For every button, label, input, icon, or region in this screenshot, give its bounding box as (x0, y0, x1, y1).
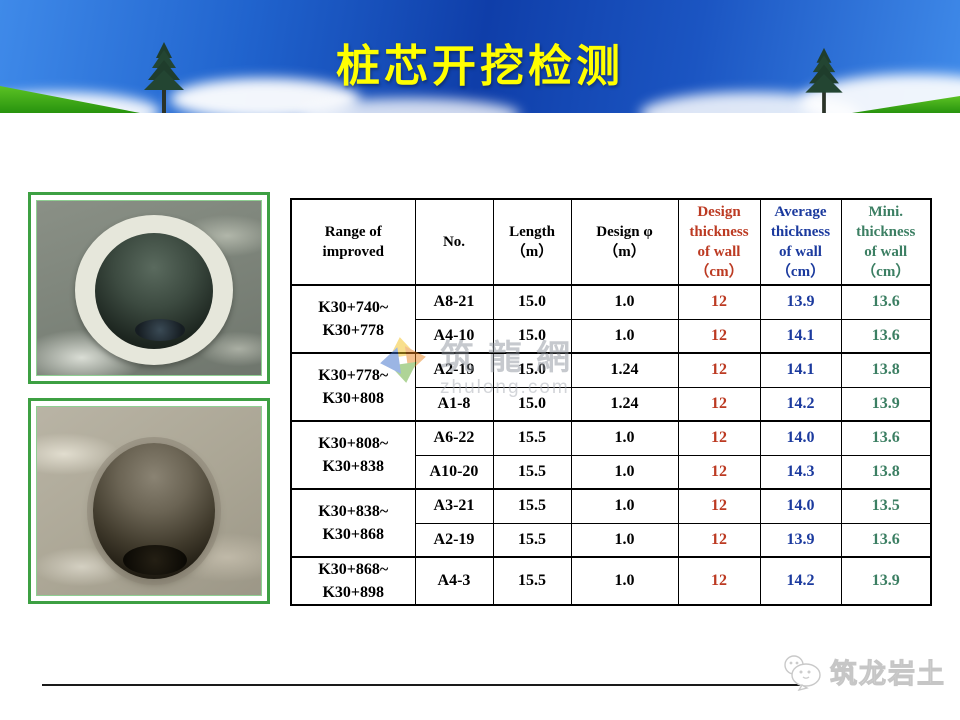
cell-range: K30+778~ K30+808 (290, 352, 416, 422)
table-row: K30+740~ K30+778 A8-21 15.0 1.0 12 13.9 13.6 (290, 284, 932, 354)
cell-design-thk: 12 (677, 386, 761, 422)
cell-design-phi: 1.24 (570, 352, 679, 388)
column-header-length: Length （m） (492, 198, 572, 286)
cell-no: A2-19 (414, 522, 494, 558)
cell-no: A10-20 (414, 454, 494, 490)
cell-avg-thk: 13.9 (759, 522, 842, 558)
table-row: K30+868~ K30+898 A4-3 15.5 1.0 12 14.2 13.9 (290, 555, 932, 606)
excavated-pile-photo-bottom (36, 406, 262, 596)
cell-design-phi: 1.0 (570, 284, 679, 320)
cell-min-thk: 13.9 (840, 386, 932, 422)
cell-design-phi: 1.0 (570, 522, 679, 558)
column-header-design-thk: Design thickness of wall （cm） (677, 198, 761, 286)
table-row: A1-8 15.0 1.24 12 14.2 13.9 (291, 386, 932, 422)
cell-avg-thk: 14.2 (759, 386, 842, 422)
cell-no: A8-21 (414, 284, 494, 320)
pile-inspection-table: Range of improved No. Length （m） Design φ （… (290, 198, 932, 607)
cell-min-thk: 13.5 (840, 488, 932, 524)
table-row: A10-20 15.5 1.0 12 14.3 13.8 (291, 454, 932, 490)
photo-frame-top (28, 192, 270, 384)
column-header-design-phi: Design φ （m） (570, 198, 679, 286)
cell-length: 15.0 (492, 386, 572, 422)
table-row: A4-10 15.0 1.0 12 14.1 13.6 (291, 318, 932, 354)
cell-no: A1-8 (414, 386, 494, 422)
cell-avg-thk: 14.1 (759, 318, 842, 354)
table-row: K30+778~ K30+808 A2-19 15.0 1.24 12 14.1 13.8 (290, 352, 932, 422)
cell-design-phi: 1.0 (570, 555, 679, 606)
cell-length: 15.5 (492, 555, 572, 606)
cell-no: A3-21 (414, 488, 494, 524)
cell-design-phi: 1.0 (570, 318, 679, 354)
cell-no: A4-3 (414, 555, 494, 606)
cell-design-thk: 12 (677, 352, 761, 388)
table-row: K30+838~ K30+868 A3-21 15.5 1.0 12 14.0 13.5 (290, 488, 932, 558)
cell-design-phi: 1.0 (570, 488, 679, 524)
cell-design-thk: 12 (677, 454, 761, 490)
cell-avg-thk: 13.9 (759, 284, 842, 320)
photo-frame-bottom (28, 398, 270, 604)
cell-length: 15.0 (492, 352, 572, 388)
cell-min-thk: 13.6 (840, 318, 932, 354)
cell-design-thk: 12 (677, 420, 761, 456)
column-header-avg-thk: Average thickness of wall （cm） (759, 198, 842, 286)
cell-min-thk: 13.6 (840, 284, 932, 320)
cell-range: K30+740~ K30+778 (290, 284, 416, 354)
cell-design-phi: 1.0 (570, 454, 679, 490)
cell-min-thk: 13.8 (840, 352, 932, 388)
cell-avg-thk: 14.0 (759, 488, 842, 524)
pile-hole-bottom (135, 319, 185, 341)
table-header: Range of improved No. Length （m） Design φ （… (290, 198, 932, 286)
cell-avg-thk: 14.2 (759, 555, 842, 606)
table-row: K30+808~ K30+838 A6-22 15.5 1.0 12 14.0 13.6 (290, 420, 932, 490)
cell-design-phi: 1.0 (570, 420, 679, 456)
footer-brand-logo: 筑龙岩土 (780, 652, 946, 691)
cell-design-thk: 12 (677, 522, 761, 558)
cell-design-thk: 12 (677, 318, 761, 354)
cell-min-thk: 13.6 (840, 420, 932, 456)
panda-mascot-icon (784, 654, 821, 691)
cell-no: A2-19 (414, 352, 494, 388)
cell-length: 15.5 (492, 488, 572, 524)
cloud-decoration (300, 98, 520, 113)
cell-design-thk: 12 (677, 555, 761, 606)
pine-tree-icon (805, 47, 843, 113)
header-banner: 桩芯开挖检测 (0, 0, 960, 113)
cell-avg-thk: 14.1 (759, 352, 842, 388)
cell-no: A4-10 (414, 318, 494, 354)
cell-avg-thk: 14.0 (759, 420, 842, 456)
footer-divider-line (42, 684, 800, 686)
cell-range: K30+808~ K30+838 (290, 420, 416, 490)
cell-min-thk: 13.6 (840, 522, 932, 558)
cell-avg-thk: 14.3 (759, 454, 842, 490)
pine-tree-icon (144, 42, 184, 113)
page-title: 桩芯开挖检测 (336, 42, 624, 91)
cell-length: 15.0 (492, 318, 572, 354)
column-header-no: No. (414, 198, 494, 286)
cell-design-thk: 12 (677, 488, 761, 524)
table-body: K30+740~ K30+778 A8-21 15.0 1.0 12 13.9 13.6 A4… (290, 284, 932, 606)
cell-length: 15.5 (492, 454, 572, 490)
table-row: A2-19 15.5 1.0 12 13.9 13.6 (291, 522, 932, 558)
cell-length: 15.5 (492, 522, 572, 558)
column-header-range: Range of improved (290, 198, 416, 286)
cell-range: K30+838~ K30+868 (290, 488, 416, 558)
pile-hole-bottom (123, 545, 187, 575)
column-header-min-thk: Mini. thickness of wall （cm） (840, 198, 932, 286)
excavated-pile-photo-top (36, 200, 262, 376)
cell-length: 15.5 (492, 420, 572, 456)
cell-design-phi: 1.24 (570, 386, 679, 422)
cell-length: 15.0 (492, 284, 572, 320)
cell-design-thk: 12 (677, 284, 761, 320)
cell-min-thk: 13.8 (840, 454, 932, 490)
cell-no: A6-22 (414, 420, 494, 456)
footer-brand-text: 筑龙岩土 (830, 659, 946, 690)
cell-range: K30+868~ K30+898 (290, 555, 416, 606)
cell-min-thk: 13.9 (840, 555, 932, 606)
